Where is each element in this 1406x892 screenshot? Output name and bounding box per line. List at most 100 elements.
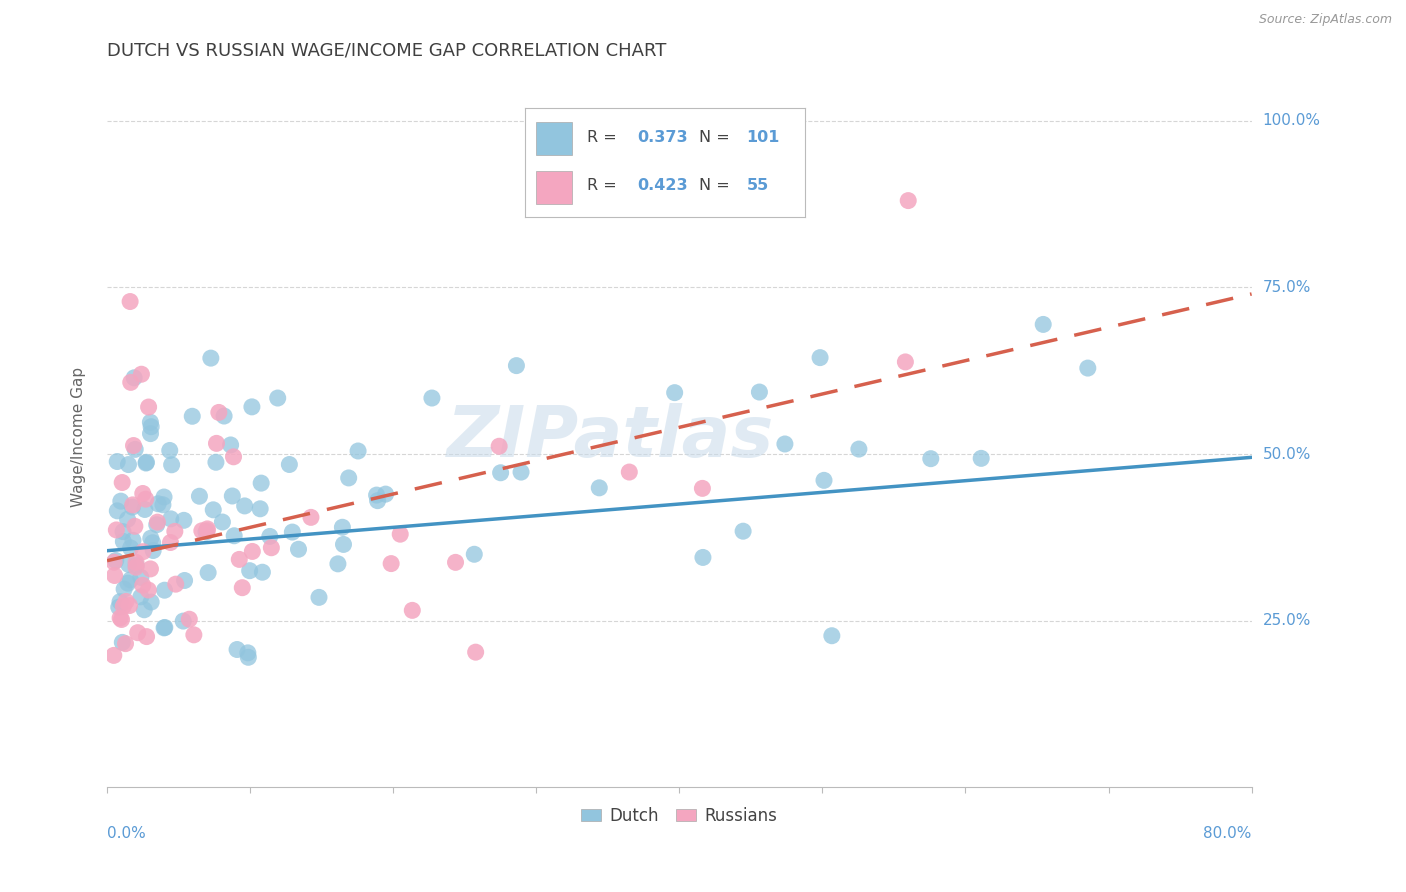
Point [146, 515, 169, 529]
Point [112, 534, 135, 549]
Point [236, 646, 259, 660]
Point [231, 581, 253, 595]
Point [773, 437, 796, 451]
Point [195, 524, 218, 538]
Point [104, 553, 127, 567]
Point [132, 544, 155, 558]
Point [139, 531, 162, 545]
Point [183, 628, 205, 642]
Point [125, 560, 148, 574]
Point [191, 524, 214, 538]
Text: 80.0%: 80.0% [1204, 826, 1251, 841]
Point [121, 500, 143, 514]
Text: DUTCH VS RUSSIAN WAGE/INCOME GAP CORRELATION CHART: DUTCH VS RUSSIAN WAGE/INCOME GAP CORRELA… [107, 41, 666, 59]
Point [287, 542, 309, 557]
Point [110, 612, 132, 626]
Point [129, 570, 152, 584]
Point [733, 524, 755, 539]
Point [153, 490, 176, 504]
Point [129, 590, 152, 604]
Point [692, 550, 714, 565]
Point [105, 454, 128, 468]
Point [141, 419, 163, 434]
Point [124, 442, 146, 457]
Point [212, 409, 235, 423]
Point [142, 543, 165, 558]
Point [136, 582, 159, 597]
Point [125, 558, 148, 573]
Point [389, 527, 412, 541]
Point [510, 465, 533, 479]
Point [401, 603, 423, 617]
Point [121, 498, 143, 512]
Point [132, 486, 155, 500]
Point [114, 637, 136, 651]
Point [111, 475, 134, 490]
Point [112, 582, 135, 596]
Point [281, 524, 304, 539]
Point [120, 294, 142, 309]
Point [118, 558, 141, 572]
Point [134, 603, 156, 617]
Point [692, 482, 714, 496]
Point [259, 529, 281, 543]
Point [122, 533, 145, 548]
Point [260, 541, 283, 555]
Point [111, 635, 134, 649]
Point [173, 513, 195, 527]
Point [146, 497, 169, 511]
Point [664, 385, 686, 400]
Point [326, 557, 349, 571]
Point [897, 194, 920, 208]
Point [132, 578, 155, 592]
Point [337, 471, 360, 485]
Point [748, 385, 770, 400]
Point [145, 517, 167, 532]
Point [463, 547, 485, 561]
Point [488, 439, 510, 453]
Point [103, 555, 125, 569]
Point [808, 351, 831, 365]
Point [1032, 318, 1054, 332]
Point [105, 504, 128, 518]
Point [195, 524, 218, 539]
Point [108, 611, 131, 625]
Point [105, 523, 128, 537]
Point [165, 577, 187, 591]
Point [179, 612, 201, 626]
Point [233, 499, 256, 513]
Point [138, 400, 160, 414]
Point [200, 351, 222, 365]
Point [135, 455, 157, 469]
Point [970, 451, 993, 466]
Point [228, 552, 250, 566]
Point [108, 595, 131, 609]
Text: 100.0%: 100.0% [1263, 113, 1320, 128]
Point [308, 591, 330, 605]
Point [240, 544, 263, 558]
Point [120, 541, 142, 555]
Point [120, 573, 142, 587]
Point [135, 456, 157, 470]
Point [894, 355, 917, 369]
Point [139, 562, 162, 576]
Point [117, 512, 139, 526]
Point [250, 476, 273, 491]
Point [117, 576, 139, 591]
Point [131, 368, 153, 382]
Text: 25.0%: 25.0% [1263, 613, 1310, 628]
Point [278, 458, 301, 472]
Point [208, 405, 231, 419]
Point [444, 555, 467, 569]
Point [920, 451, 942, 466]
Point [267, 391, 290, 405]
Point [124, 519, 146, 533]
Text: 75.0%: 75.0% [1263, 280, 1310, 294]
Point [120, 376, 142, 390]
Point [205, 455, 228, 469]
Point [122, 371, 145, 385]
Point [159, 512, 181, 526]
Point [197, 566, 219, 580]
Legend: Dutch, Russians: Dutch, Russians [575, 800, 785, 831]
Point [163, 524, 186, 539]
